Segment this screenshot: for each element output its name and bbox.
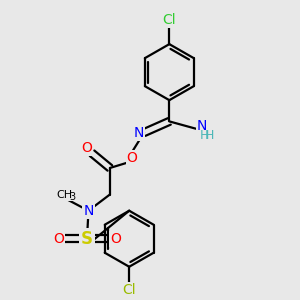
Text: S: S [81, 230, 93, 248]
Text: O: O [127, 151, 138, 165]
Text: H: H [200, 129, 209, 142]
Text: CH: CH [57, 190, 73, 200]
Text: N: N [197, 119, 207, 134]
Text: O: O [81, 141, 92, 155]
Text: O: O [53, 232, 64, 246]
Text: Cl: Cl [122, 283, 136, 297]
Text: N: N [83, 204, 94, 218]
Text: 3: 3 [70, 192, 76, 202]
Text: O: O [110, 232, 121, 246]
Text: Cl: Cl [163, 13, 176, 27]
Text: N: N [134, 126, 144, 140]
Text: H: H [205, 129, 214, 142]
